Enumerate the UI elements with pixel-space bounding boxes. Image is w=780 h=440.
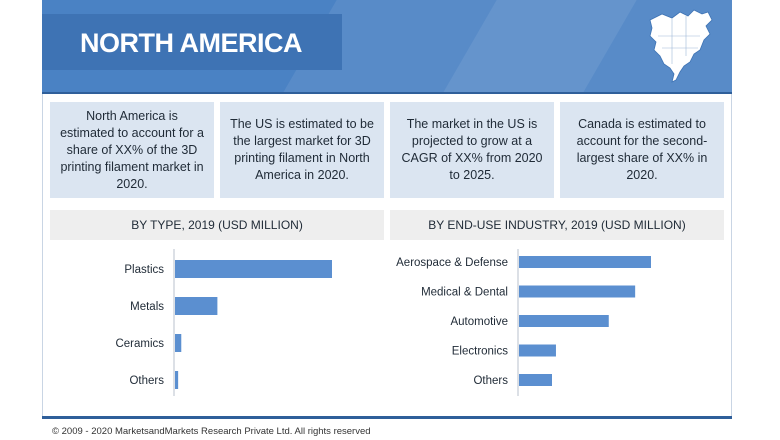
category-label: Electronics (452, 346, 508, 358)
title-box (42, 14, 342, 70)
category-label: Others (473, 375, 508, 387)
north-america-map-icon (649, 9, 713, 83)
category-label: Medical & Dental (421, 287, 508, 299)
category-label: Plastics (124, 264, 164, 276)
bar-aerospace-defense (519, 256, 651, 268)
header-divider (42, 92, 732, 94)
fact-card: The US is estimated to be the largest ma… (220, 102, 384, 198)
footer-divider (42, 416, 732, 419)
category-label: Metals (130, 301, 164, 313)
bar-ceramics (175, 334, 182, 352)
category-label: Aerospace & Defense (396, 257, 508, 269)
chart-title-end-use: BY END-USE INDUSTRY, 2019 (USD MILLION) (390, 210, 724, 240)
bar-electronics (519, 344, 556, 357)
category-label: Others (129, 375, 164, 387)
bar-plastics (175, 260, 332, 278)
fact-card: Canada is estimated to account for the s… (560, 102, 724, 198)
bar-chart-by-type: Plastics Metals Ceramics Others (115, 249, 332, 396)
copyright-footer: © 2009 - 2020 MarketsandMarkets Research… (52, 426, 371, 437)
bar-chart-by-end-use: Aerospace & Defense Medical & Dental Autom… (396, 249, 651, 396)
category-label: Automotive (450, 316, 508, 328)
fact-card: The market in the US is projected to gro… (390, 102, 554, 198)
fact-card: North America is estimated to account fo… (50, 102, 214, 198)
bar-metals (175, 297, 218, 315)
category-label: Ceramics (115, 338, 164, 350)
page-title: NORTH AMERICA (80, 28, 303, 58)
bar-others (519, 374, 552, 386)
bar-medical-dental (519, 285, 636, 298)
bar-automotive (519, 315, 609, 327)
chart-title-type: BY TYPE, 2019 (USD MILLION) (50, 210, 384, 240)
header-banner: NORTH AMERICA (42, 0, 732, 92)
bar-others (175, 371, 179, 389)
